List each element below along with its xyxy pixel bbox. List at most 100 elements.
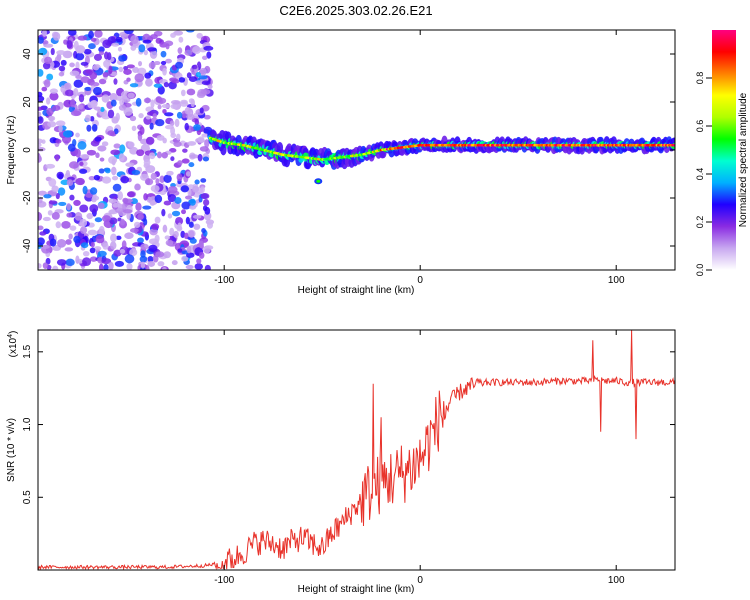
heatmap-cell <box>126 77 131 82</box>
heatmap-cell <box>181 209 186 215</box>
heatmap-cell <box>188 98 195 104</box>
heatmap-cell <box>119 248 126 254</box>
heatmap-cell <box>124 254 135 264</box>
heatmap-cell <box>151 223 160 230</box>
heatmap-cell <box>65 239 72 245</box>
heatmap-cell <box>200 186 205 194</box>
colorbar-tick-label: 0.0 <box>695 264 705 277</box>
heatmap-cell <box>160 60 167 66</box>
heatmap-cell <box>180 185 190 193</box>
heatmap-cell <box>83 48 92 55</box>
heatmap-cell <box>203 45 214 51</box>
heatmap-cell <box>38 142 42 148</box>
heatmap-cell <box>98 46 105 53</box>
heatmap-cell <box>56 239 67 248</box>
heatmap-cell <box>60 85 66 93</box>
colorbar-tick-label: 0.2 <box>695 216 705 229</box>
heatmap-cell <box>111 175 119 181</box>
heatmap-cell <box>170 100 181 105</box>
heatmap-cell <box>152 113 157 119</box>
spectrogram-panel: -100 0 100 -40 -20 0 20 40 Height of straight l… <box>6 29 676 296</box>
heatmap-cell <box>48 200 58 205</box>
heatmap-cell <box>182 148 188 153</box>
heatmap-cell <box>38 212 43 221</box>
heatmap-cell <box>191 64 198 70</box>
heatmap-cell <box>166 170 174 176</box>
heatmap-cell <box>145 78 153 87</box>
heatmap-cell <box>112 202 120 208</box>
heatmap-cell <box>138 44 146 53</box>
y-tick-label: 20 <box>22 96 33 108</box>
heatmap-cell <box>134 183 141 191</box>
heatmap-cell <box>45 97 51 105</box>
heatmap-cell <box>136 81 143 86</box>
heatmap-cell <box>111 42 120 47</box>
y-tick-label: -20 <box>22 190 33 205</box>
heatmap-cell <box>98 78 107 85</box>
heatmap-cell <box>80 242 89 249</box>
heatmap-cell <box>118 66 124 73</box>
heatmap-cell <box>125 162 135 168</box>
heatmap-cell <box>149 50 158 59</box>
heatmap-cell <box>38 237 45 246</box>
heatmap-cell <box>98 225 105 235</box>
heatmap-cell <box>101 94 110 103</box>
heatmap-cell <box>201 228 206 234</box>
x-tick-label: 100 <box>608 275 625 286</box>
heatmap-cell <box>113 249 122 257</box>
heatmap-cell <box>170 32 176 38</box>
heatmap-cell <box>94 30 103 38</box>
heatmap-cell <box>167 193 177 203</box>
heatmap-cell <box>42 262 49 269</box>
heatmap-cell <box>55 120 66 127</box>
y-tick-label: 40 <box>22 48 33 60</box>
heatmap-cell <box>185 171 191 177</box>
heatmap-cell <box>94 217 103 223</box>
heatmap-cell <box>163 81 169 88</box>
heatmap-cell <box>174 197 182 204</box>
heatmap-cell <box>38 111 42 117</box>
heatmap-cell <box>102 215 111 223</box>
heatmap-cell <box>38 116 44 124</box>
heatmap-cell <box>50 47 55 56</box>
heatmap-cell <box>155 251 165 258</box>
heatmap-cell <box>199 67 207 76</box>
heatmap-cell <box>129 248 138 257</box>
heatmap-cell <box>126 191 136 198</box>
snr-ylabel: SNR (10 * v/v) <box>6 418 17 482</box>
heatmap-cell <box>89 187 98 195</box>
heatmap-cell <box>148 244 158 252</box>
heatmap-cell <box>79 226 88 235</box>
heatmap-cell <box>75 148 81 158</box>
snr-multiplier: (x104) <box>7 331 19 358</box>
figure-title: C2E6.2025.303.02.26.E21 <box>279 3 432 18</box>
heatmap-cell <box>137 132 143 142</box>
heatmap-cell <box>171 210 181 217</box>
heatmap-cell <box>49 238 57 247</box>
y-tick-label: 1.0 <box>22 417 33 431</box>
heatmap-cell <box>132 66 140 73</box>
heatmap-cell <box>88 43 96 50</box>
heatmap-cell <box>90 99 98 108</box>
heatmap-cell <box>189 238 197 244</box>
heatmap-cell <box>97 145 107 152</box>
heatmap-cell <box>65 169 71 177</box>
heatmap-cell <box>316 179 321 183</box>
heatmap-cell <box>150 185 160 193</box>
heatmap-cell <box>86 212 94 220</box>
heatmap-cell <box>163 200 172 206</box>
heatmap-cell <box>203 199 210 206</box>
snr-series <box>38 330 675 570</box>
heatmap-cell <box>75 132 80 138</box>
heatmap-cell <box>206 51 212 59</box>
heatmap-cell <box>175 61 184 69</box>
heatmap-cell <box>90 241 95 248</box>
heatmap-cell <box>131 169 141 176</box>
heatmap-cell <box>42 30 47 37</box>
heatmap-cell <box>47 120 57 128</box>
heatmap-cell <box>62 130 73 138</box>
heatmap-cell <box>195 72 201 78</box>
heatmap-cell <box>41 86 48 92</box>
heatmap-cell <box>129 115 137 122</box>
x-tick-label: 0 <box>417 575 423 586</box>
